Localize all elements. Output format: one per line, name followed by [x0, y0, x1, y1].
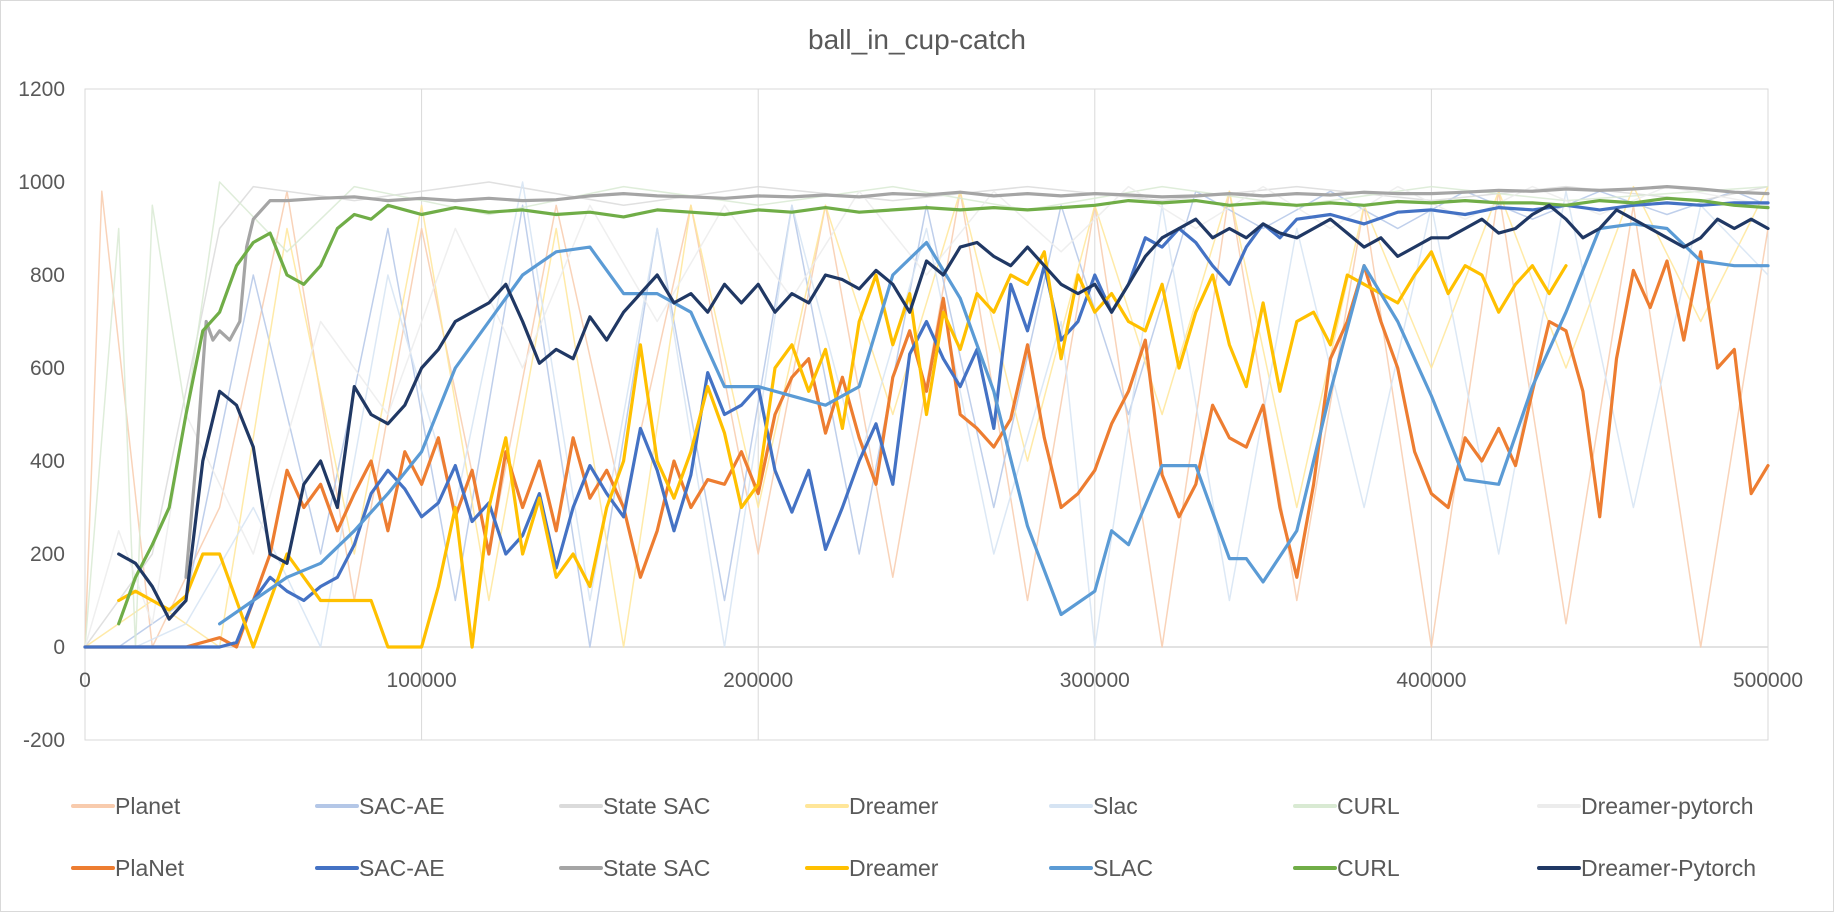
series-line-planet	[83, 250, 1770, 649]
legend-item-smoothed-label: SLAC	[1093, 855, 1153, 881]
x-tick-label: 200000	[723, 669, 793, 692]
y-tick-label: -200	[23, 729, 65, 752]
legend-item-raw-label: Planet	[115, 793, 181, 819]
series-line-state-sac	[184, 185, 1770, 579]
legend-item-smoothed-label: SAC-AE	[359, 855, 445, 881]
series-line-curl	[117, 196, 1770, 626]
legend-item-smoothed-label: PlaNet	[115, 855, 185, 881]
series-raw-dreamer-pytorch	[84, 185, 1769, 648]
x-tick-label: 500000	[1733, 669, 1803, 692]
axis-labels: 0 100000 200000 300000 400000 500000 -200 0 200 4…	[18, 78, 1803, 752]
legend-item-smoothed-label: Dreamer	[849, 855, 939, 881]
x-tick-label: 0	[79, 669, 91, 692]
chart-title: ball_in_cup-catch	[808, 24, 1026, 55]
series-line-slac	[218, 222, 1770, 626]
legend: Planet SAC-AE State SAC Dreamer Slac CURL Drea…	[71, 793, 1756, 881]
y-tick-label: 0	[53, 636, 65, 659]
legend-item-raw-label: Dreamer	[849, 793, 939, 819]
y-tick-label: 600	[30, 357, 65, 380]
y-tick-label: 800	[30, 264, 65, 287]
legend-item-raw-label: Dreamer-pytorch	[1581, 793, 1754, 819]
legend-item-raw-label: Slac	[1093, 793, 1138, 819]
x-tick-label: 100000	[387, 669, 457, 692]
legend-item-raw-label: CURL	[1337, 793, 1400, 819]
legend-item-smoothed-label: Dreamer-Pytorch	[1581, 855, 1756, 881]
smoothed-series-layer	[83, 185, 1770, 649]
x-tick-label: 300000	[1060, 669, 1130, 692]
legend-item-smoothed-label: State SAC	[603, 855, 710, 881]
legend-item-raw-label: SAC-AE	[359, 793, 445, 819]
y-tick-label: 1200	[18, 78, 65, 101]
series-raw-dreamer	[84, 185, 1769, 648]
series-raw-slac	[85, 181, 1769, 648]
series-raw-planet	[84, 190, 1769, 648]
x-tick-label: 400000	[1396, 669, 1466, 692]
y-tick-label: 200	[30, 543, 65, 566]
series-line-dreamer-pytorch	[117, 203, 1770, 621]
legend-item-smoothed-label: CURL	[1337, 855, 1400, 881]
series-line-sac-ae	[83, 201, 1770, 649]
legend-item-raw-label: State SAC	[603, 793, 710, 819]
y-tick-label: 400	[30, 450, 65, 473]
y-tick-label: 1000	[18, 171, 65, 194]
series-line-dreamer	[117, 250, 1568, 649]
